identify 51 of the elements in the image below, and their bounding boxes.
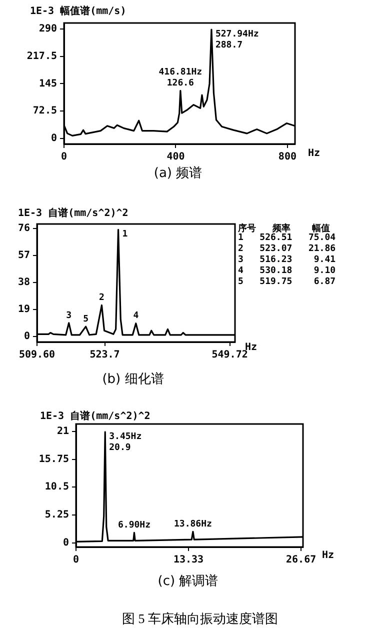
y-tick-label: 21 [56,426,69,438]
y-tick-label: 76 [18,222,30,234]
annotation: 527.94Hz [215,29,259,40]
y-tick-label: 38 [18,276,30,288]
y-tick-label: 57 [18,250,30,261]
y-tick-label: 72.5 [32,106,57,117]
text: (c) 解调谱 [158,573,218,590]
x-tick-label: 549.72 [212,350,248,361]
x-tick-label: 523.7 [90,350,120,361]
y-tick-label: 217.5 [26,50,57,62]
y-axis-title: 1E-3 自谱(mm/s^2)^2 [18,206,128,220]
x-tick-label: 13.33 [173,554,204,566]
text: (a) 频谱 [154,165,202,182]
text: 序号 频率 幅值 [238,222,330,234]
x-tick-label: 400 [166,152,185,163]
text: 5 519.75 6.87 [238,277,336,287]
annotation: 4 [133,311,140,322]
annotation: 416.81Hz [158,67,202,78]
text: 2 523.07 21.86 [238,244,336,254]
annotation: 1 [122,229,128,240]
x-tick-label: 0 [72,554,80,566]
y-tick-label: 0 [24,330,30,342]
x-axis-title: Hz [308,148,320,159]
x-axis-title: Hz [322,550,334,561]
x-tick-label: 800 [278,152,296,163]
y-tick-label: 0 [50,132,57,144]
y-axis-title: 1E-3 幅值谱(mm/s) [30,4,126,18]
annotation: 3 [66,310,72,321]
annotation: 5 [83,314,88,324]
y-tick-label: 0 [62,537,69,548]
y-axis-title: 1E-3 自谱(mm/s^2)^2 [40,409,150,423]
text: (b) 细化谱 [102,371,164,388]
annotation: 6.90Hz [118,520,150,531]
annotation: 2 [99,293,104,304]
annotation: 13.86Hz [174,519,212,530]
y-tick-label: 290 [38,24,57,35]
annotation: 288.7 [215,40,243,50]
y-tick-label: 5.25 [44,510,69,521]
x-tick-label: 26.67 [286,554,316,566]
annotation: 20.9 [109,442,131,453]
annotation: 126.6 [166,78,194,88]
text: 3 516.23 9.41 [238,255,336,265]
text: 4 530.18 9.10 [238,266,336,276]
text: 1 526.51 75.04 [238,233,336,243]
caption: 图 5 车床轴向振动速度谱图 [122,610,278,628]
y-tick-label: 145 [38,78,57,90]
y-tick-label: 19 [18,304,30,315]
annotation: 3.45Hz [109,432,142,442]
x-tick-label: 509.60 [18,350,56,361]
y-tick-label: 15.75 [38,454,69,465]
y-tick-label: 10.5 [44,482,69,493]
